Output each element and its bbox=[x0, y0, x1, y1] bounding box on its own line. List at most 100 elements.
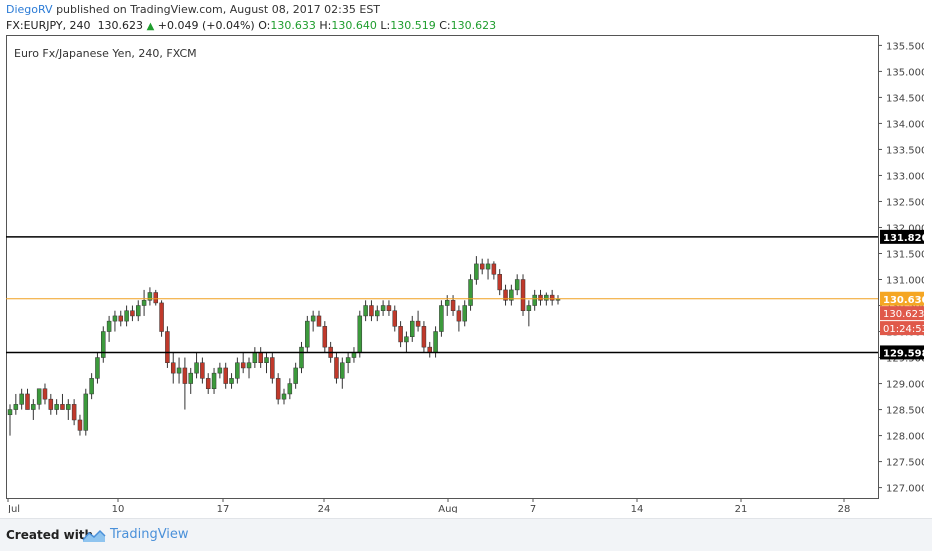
candle-body bbox=[223, 367, 228, 384]
chart-area[interactable]: Euro Fx/Japanese Yen, 240, FXCM 135.500 13… bbox=[6, 35, 929, 515]
candle-body bbox=[305, 320, 310, 348]
price-tag bbox=[880, 306, 924, 321]
candle-body bbox=[444, 300, 450, 306]
candle-body bbox=[159, 302, 164, 332]
candle-body bbox=[112, 315, 118, 322]
level-tag bbox=[880, 229, 924, 244]
high-value: 130.640 bbox=[331, 19, 377, 32]
candle-body bbox=[95, 357, 100, 379]
candle-body bbox=[340, 362, 345, 379]
candle-body bbox=[83, 393, 89, 431]
candle-body bbox=[130, 310, 135, 317]
footer-bar: Created with TradingView bbox=[0, 518, 932, 551]
y-tick-label: 132.500 bbox=[886, 197, 924, 208]
candle-body bbox=[456, 310, 462, 322]
candle-body bbox=[544, 294, 549, 301]
y-tick-label: 127.500 bbox=[886, 458, 924, 469]
arrow-up-icon: ▲ bbox=[146, 21, 155, 32]
candle-body bbox=[410, 320, 415, 337]
candle-body bbox=[310, 315, 316, 322]
tradingview-logo-icon bbox=[82, 529, 106, 542]
candle-body bbox=[450, 300, 456, 311]
symbol-label: FX:EURJPY, 240 bbox=[6, 19, 91, 32]
candle-body bbox=[363, 305, 368, 317]
candle-body bbox=[165, 331, 170, 363]
x-tick-label: 7 bbox=[530, 504, 536, 513]
candle-body bbox=[357, 315, 363, 353]
candle-body bbox=[421, 326, 427, 348]
open-label: O: bbox=[258, 19, 271, 32]
candle-body bbox=[118, 315, 124, 322]
level-tag-label: 131.820 bbox=[883, 233, 924, 244]
candle-body bbox=[77, 419, 83, 431]
x-tick-label: Aug bbox=[438, 504, 458, 513]
candle-body bbox=[25, 393, 30, 410]
high-label: H: bbox=[319, 19, 332, 32]
x-tick-label: 17 bbox=[217, 504, 230, 513]
chart-title: Euro Fx/Japanese Yen, 240, FXCM bbox=[14, 47, 197, 60]
candle-body bbox=[369, 305, 374, 317]
candle-body bbox=[468, 279, 473, 306]
candle-body bbox=[54, 404, 59, 410]
close-label: C: bbox=[439, 19, 451, 32]
candle-body bbox=[485, 263, 491, 270]
candle-body bbox=[194, 362, 199, 374]
candle-body bbox=[509, 289, 514, 301]
candle-body bbox=[235, 362, 240, 379]
publish-info: DiegoRV published on TradingView.com, Au… bbox=[6, 3, 380, 16]
y-tick-label: 128.000 bbox=[886, 432, 924, 443]
y-tick-label: 131.500 bbox=[886, 249, 924, 260]
candle-body bbox=[345, 357, 351, 363]
candle-body bbox=[538, 294, 543, 301]
candle-body bbox=[19, 393, 24, 405]
price-chart[interactable]: Euro Fx/Japanese Yen, 240, FXCM 135.500 13… bbox=[6, 35, 929, 515]
candle-body bbox=[497, 274, 502, 291]
candle-body bbox=[217, 367, 223, 374]
candle-body bbox=[60, 404, 65, 410]
candle-body bbox=[427, 346, 432, 353]
countdown-label: 01:24:53 bbox=[883, 324, 924, 335]
candle-body bbox=[555, 298, 561, 301]
y-tick-label: 131.000 bbox=[886, 276, 924, 287]
candle-body bbox=[316, 315, 322, 327]
author-link[interactable]: DiegoRV bbox=[6, 3, 53, 16]
candle-body bbox=[386, 305, 392, 311]
candle-body bbox=[71, 404, 77, 421]
open-value: 130.633 bbox=[270, 19, 316, 32]
low-value: 130.519 bbox=[390, 19, 436, 32]
candle-body bbox=[380, 305, 386, 311]
candle-body bbox=[211, 372, 217, 390]
published-text: published on TradingView.com, August 08,… bbox=[56, 3, 381, 16]
x-tick-label: Jul bbox=[7, 504, 20, 513]
candle-body bbox=[293, 367, 298, 384]
x-tick-label: 21 bbox=[735, 504, 748, 513]
candle-body bbox=[141, 300, 147, 306]
candle-body bbox=[170, 362, 176, 374]
candle-body bbox=[275, 378, 281, 400]
x-tick-label: 24 bbox=[318, 504, 331, 513]
candle-body bbox=[240, 362, 246, 369]
candle-body bbox=[281, 393, 287, 400]
level-tag-label: 130.630 bbox=[883, 295, 924, 306]
candle-body bbox=[479, 263, 485, 270]
candle-body bbox=[106, 320, 112, 332]
candle-body bbox=[89, 378, 94, 395]
candle-body bbox=[375, 310, 380, 317]
y-tick-label: 134.500 bbox=[886, 93, 924, 104]
candle-body bbox=[258, 352, 263, 363]
close-value: 130.623 bbox=[450, 19, 497, 32]
x-tick-label: 14 bbox=[631, 504, 644, 513]
candle-body bbox=[200, 362, 205, 379]
candle-body bbox=[520, 279, 526, 311]
tradingview-brand-link[interactable]: TradingView bbox=[110, 527, 189, 542]
countdown-tag bbox=[880, 321, 924, 336]
candle-body bbox=[66, 404, 71, 410]
last-price: 130.623 bbox=[97, 19, 144, 32]
candle-body bbox=[462, 305, 467, 322]
low-label: L: bbox=[380, 19, 391, 32]
price-tag-label: 130.623 bbox=[883, 309, 924, 320]
candle-body bbox=[398, 326, 403, 343]
candle-body bbox=[264, 357, 269, 363]
candle-body bbox=[392, 310, 398, 327]
x-tick-label: 10 bbox=[112, 504, 125, 513]
